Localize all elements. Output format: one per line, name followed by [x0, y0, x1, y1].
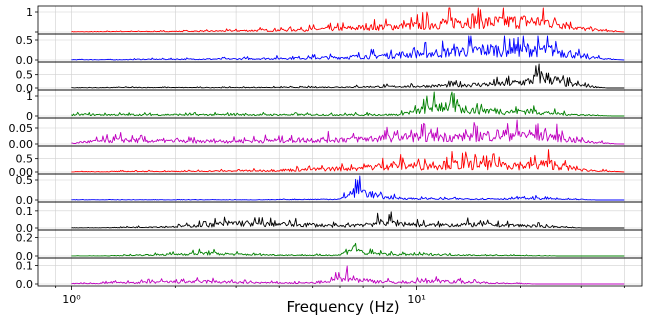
- y-tick-label: 0: [26, 110, 33, 123]
- y-tick-label: 0.0: [16, 222, 34, 235]
- y-tick-label: 1: [26, 90, 33, 103]
- y-tick-label: 0.00: [9, 166, 34, 179]
- spectrum-trace-10: [71, 265, 625, 285]
- x-tick-label: 10¹: [407, 293, 425, 306]
- y-tick-label: 0.00: [9, 138, 34, 151]
- spectrum-trace-6: [71, 149, 625, 173]
- x-tick-label: 10⁰: [62, 293, 81, 306]
- y-tick-label: 0.0: [16, 250, 34, 263]
- spectrum-trace-9: [71, 242, 625, 257]
- spectrum-trace-3: [71, 63, 625, 89]
- y-tick-label: 1: [26, 6, 33, 19]
- y-tick-label: 0.5: [16, 69, 34, 82]
- spectrum-trace-2: [71, 35, 625, 61]
- trace-layer: [71, 7, 625, 285]
- y-tick-label: 0.1: [16, 205, 34, 218]
- spectrum-trace-5: [71, 119, 625, 145]
- y-tick-label: 0.2: [16, 232, 34, 245]
- y-tick-label: 0.05: [9, 122, 34, 135]
- axis-layer: 10.00.50.00.5010.000.050.000.50.00.50.00…: [9, 6, 625, 306]
- spectrum-trace-1: [71, 7, 625, 33]
- y-tick-label: 0.0: [16, 194, 34, 207]
- grid-layer: [38, 6, 642, 286]
- y-tick-label: 0.0: [16, 82, 34, 95]
- y-tick-label: 0.1: [16, 260, 34, 273]
- x-axis-label: Frequency (Hz): [286, 298, 399, 316]
- spectrum-trace-8: [71, 211, 625, 229]
- y-tick-label: 0.5: [16, 174, 34, 187]
- spectrum-trace-7: [71, 175, 625, 201]
- spectrum-trace-4: [71, 91, 625, 117]
- frame-layer: [37, 5, 643, 287]
- y-tick-label: 0.5: [16, 34, 34, 47]
- y-tick-label: 0.5: [16, 153, 34, 166]
- y-tick-label: 0.0: [16, 278, 34, 291]
- y-tick-label: 0.0: [16, 54, 34, 67]
